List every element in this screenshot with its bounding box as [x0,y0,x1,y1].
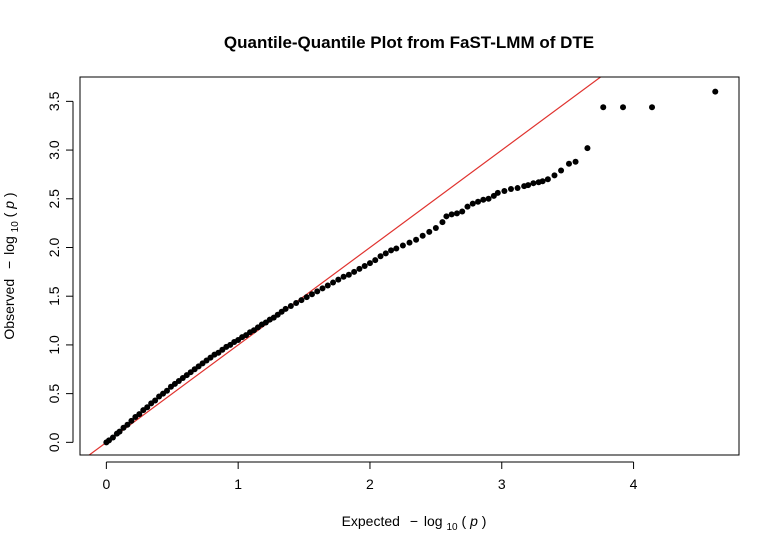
y-axis-label-close: ) [1,192,17,197]
y-tick-label: 0.5 [46,384,62,404]
data-point [433,225,439,231]
data-point [584,145,590,151]
x-axis-label-var: p [469,513,478,529]
data-point [283,306,289,312]
plot-frame [80,77,739,455]
data-point [480,197,486,203]
data-point [439,219,445,225]
x-axis-label-log: log [424,513,443,529]
x-tick-label: 0 [102,476,110,492]
x-axis-label: Expected − log 10 ( p ) [342,513,487,533]
data-point [413,237,419,243]
y-axis-label-prefix: Observed [1,279,17,340]
y-tick-label: 2.5 [46,189,62,209]
data-point [298,297,304,303]
data-point [649,104,655,110]
data-point [320,285,326,291]
chart-title: Quantile-Quantile Plot from FaST-LMM of … [224,33,594,52]
data-point [335,277,341,283]
data-point [420,233,426,239]
data-point [508,186,514,192]
x-axis: 0 1 2 3 4 [102,462,637,492]
y-tick-label: 2.0 [46,238,62,258]
data-point [314,288,320,294]
y-tick-label: 0.0 [46,432,62,452]
reference-line [80,0,739,462]
data-point [388,247,394,253]
data-point [309,291,315,297]
data-point [383,250,389,256]
y-axis-label-base: 10 [10,221,21,233]
data-point [372,257,378,263]
data-point [620,104,626,110]
data-point [341,274,347,280]
data-point [454,210,460,216]
data-point [449,211,455,217]
data-point [486,196,492,202]
data-point [464,204,470,210]
y-axis-label-minus: − [1,261,17,269]
data-point [573,159,579,165]
x-axis-label-close: ) [482,513,487,529]
data-point [545,176,551,182]
data-point [551,172,557,178]
data-point [525,182,531,188]
y-axis: 0.0 0.5 1.0 1.5 2.0 2.5 3.0 3.5 [46,91,73,452]
data-point [393,245,399,251]
data-point [540,178,546,184]
reference-line-layer [80,0,739,462]
y-tick-label: 1.5 [46,286,62,306]
x-axis-label-base: 10 [446,522,458,533]
data-point [330,280,336,286]
data-point [600,104,606,110]
data-point [712,89,718,95]
data-point [367,260,373,266]
x-tick-label: 4 [630,476,638,492]
data-point [362,263,368,269]
data-point [530,180,536,186]
x-tick-label: 3 [498,476,506,492]
data-point [459,208,465,214]
data-point [351,269,357,275]
data-point [407,240,413,246]
y-axis-label-log: log [1,236,17,255]
x-axis-label-open: ( [462,513,467,529]
data-point [470,201,476,207]
data-point [558,168,564,174]
y-axis-label-open: ( [1,212,17,217]
x-axis-label-prefix: Expected [342,513,400,529]
y-tick-label: 3.5 [46,91,62,111]
data-point [288,303,294,309]
data-point [356,266,362,272]
data-points-layer [103,89,718,446]
data-point [346,272,352,278]
data-point [501,188,507,194]
y-tick-label: 1.0 [46,335,62,355]
y-axis-label-var: p [1,201,17,210]
data-point [475,199,481,205]
y-axis-label: Observed − log 10 ( p ) [1,192,21,339]
data-point [293,300,299,306]
data-point [325,282,331,288]
y-tick-label: 3.0 [46,140,62,160]
data-point [495,190,501,196]
x-axis-label-minus: − [410,513,418,529]
data-point [400,243,406,249]
x-tick-label: 1 [234,476,242,492]
data-point [443,213,449,219]
data-point [426,229,432,235]
data-point [566,161,572,167]
x-tick-label: 2 [366,476,374,492]
data-point [515,185,521,191]
data-point [378,253,384,259]
data-point [304,294,310,300]
